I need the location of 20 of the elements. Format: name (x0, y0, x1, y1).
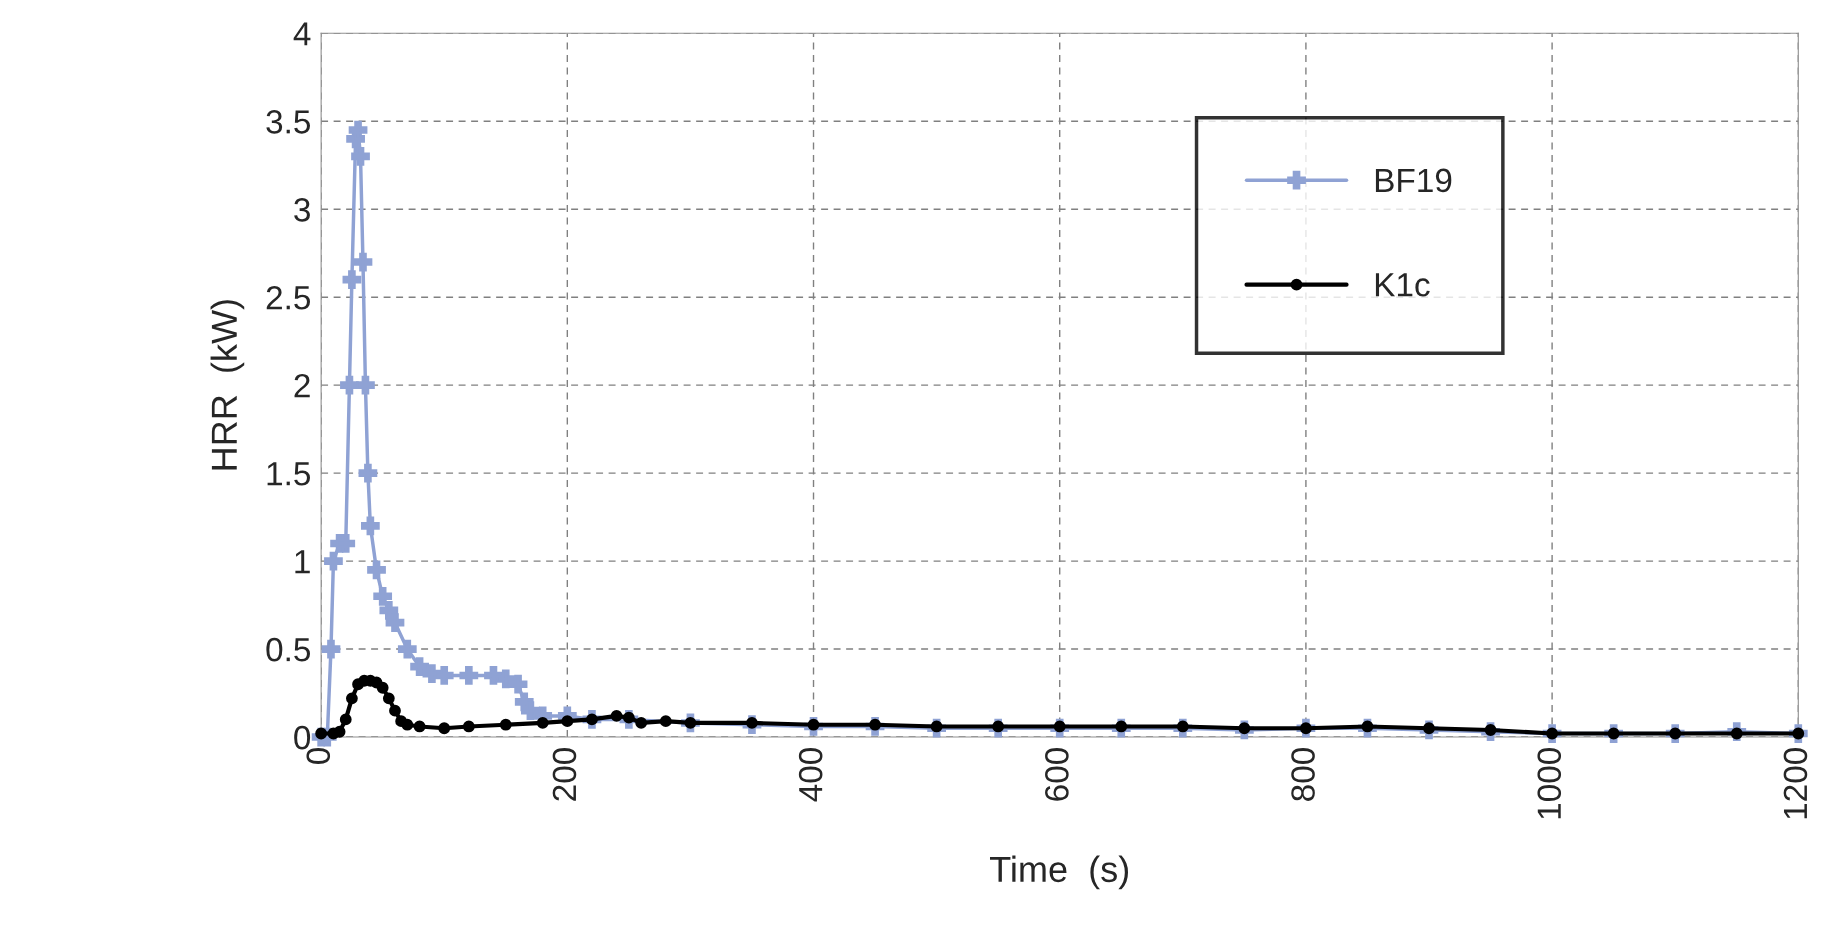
x-tick-label: 1200 (1783, 748, 1808, 819)
x-tick-label: 0 (306, 748, 331, 764)
y-tick-label: 3.5 (266, 110, 311, 134)
y-tick-label: 0 (294, 725, 311, 750)
y-tick-label: 3 (294, 198, 310, 222)
x-tick-label: 400 (798, 748, 823, 802)
x-axis-title: Time (s) (990, 855, 1129, 890)
y-tick-label: 2.5 (266, 285, 311, 310)
x-tick-label: 200 (552, 748, 577, 801)
x-tick-label: 1000 (1537, 748, 1562, 819)
x-tick-label: 800 (1291, 748, 1315, 801)
y-tick-label: 2 (294, 373, 310, 398)
legend-label: BF19 (1375, 168, 1452, 193)
y-tick-label: 1.5 (267, 462, 311, 486)
y-tick-label: 0.5 (266, 637, 311, 662)
y-axis-title: HRR (kW) (210, 300, 245, 470)
legend-label: K1c (1375, 273, 1430, 297)
y-tick-label: 1 (295, 550, 310, 574)
y-tick-label: 4 (293, 22, 311, 46)
x-tick-label: 600 (1045, 748, 1069, 801)
